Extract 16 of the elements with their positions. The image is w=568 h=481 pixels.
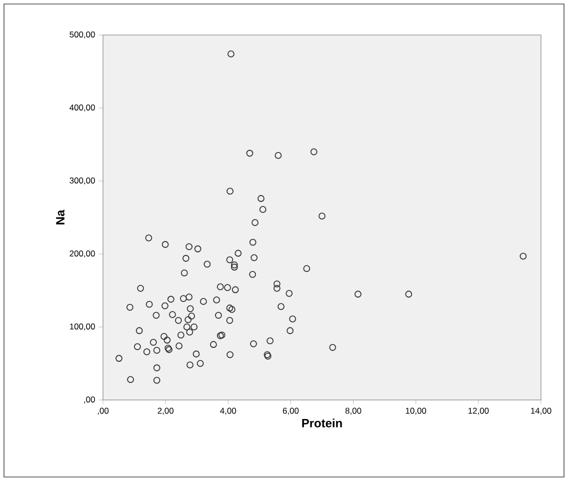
y-tick-label: 300,00 [70,177,95,184]
y-tick-label: 100,00 [70,323,95,330]
y-tick-label: ,00 [84,396,95,404]
x-tick-label: 6,00 [282,408,299,415]
y-tick-label: 200,00 [70,250,95,258]
y-tick-label: 500,00 [70,32,95,38]
x-axis-title: Protein [302,418,342,428]
x-tick-label: 4,00 [220,408,236,415]
y-axis-title: Na [56,210,64,224]
x-tick-label: 10,00 [406,408,426,415]
x-tick-label: ,00 [98,408,109,415]
x-tick-label: 12,00 [468,408,489,415]
x-tick-label: 2,00 [158,408,174,415]
x-tick-label: 8,00 [345,408,362,415]
y-tick-label: 400,00 [70,104,95,112]
x-tick-label: 14,00 [531,408,552,415]
